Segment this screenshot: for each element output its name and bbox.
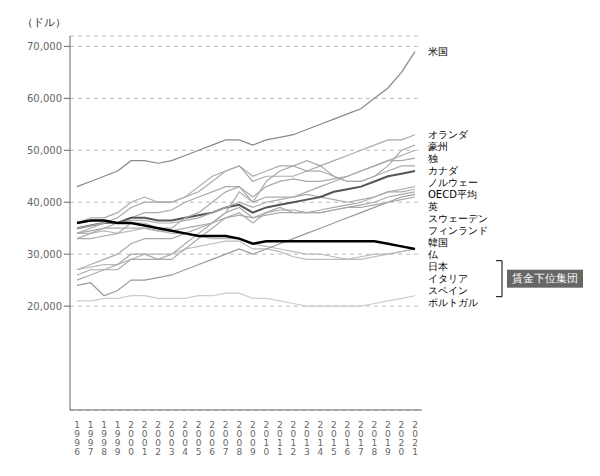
svg-text:2009: 2009	[250, 420, 256, 457]
svg-text:2015: 2015	[331, 420, 337, 457]
svg-text:2012: 2012	[290, 420, 296, 457]
svg-text:（ドル）: （ドル）	[22, 16, 66, 29]
svg-text:1999: 1999	[115, 420, 121, 457]
svg-text:イタリア: イタリア	[428, 273, 468, 284]
svg-text:オランダ: オランダ	[428, 129, 469, 140]
svg-text:豪州: 豪州	[428, 141, 448, 152]
svg-text:賃金下位集団: 賃金下位集団	[512, 272, 578, 285]
svg-text:英: 英	[428, 201, 438, 212]
svg-text:2005: 2005	[196, 420, 202, 457]
svg-text:1996: 1996	[74, 420, 80, 457]
svg-text:2008: 2008	[236, 420, 242, 457]
svg-text:20,000: 20,000	[27, 301, 62, 312]
svg-text:日本: 日本	[428, 261, 448, 272]
svg-text:2021: 2021	[412, 420, 418, 457]
svg-text:2003: 2003	[169, 420, 175, 457]
svg-text:2010: 2010	[263, 420, 269, 457]
svg-text:2007: 2007	[223, 420, 229, 457]
svg-text:仏: 仏	[427, 249, 439, 260]
svg-text:ポルトガル: ポルトガル	[428, 297, 478, 308]
svg-text:OECD平均: OECD平均	[428, 189, 477, 200]
svg-text:2006: 2006	[209, 420, 215, 457]
svg-text:2011: 2011	[277, 420, 283, 457]
svg-text:2017: 2017	[358, 420, 364, 457]
svg-text:2016: 2016	[345, 420, 351, 457]
svg-text:韓国: 韓国	[428, 237, 448, 248]
svg-text:60,000: 60,000	[27, 93, 62, 104]
svg-text:米国: 米国	[428, 46, 448, 57]
svg-text:70,000: 70,000	[27, 41, 62, 52]
svg-text:独: 独	[428, 153, 438, 164]
svg-text:スウェーデン: スウェーデン	[428, 213, 488, 224]
svg-text:2004: 2004	[182, 420, 188, 457]
svg-text:30,000: 30,000	[27, 249, 62, 260]
svg-text:カナダ: カナダ	[428, 165, 459, 176]
svg-text:2014: 2014	[317, 420, 323, 457]
svg-text:2020: 2020	[399, 420, 405, 457]
svg-text:40,000: 40,000	[27, 197, 62, 208]
svg-text:2013: 2013	[304, 420, 310, 457]
svg-text:2001: 2001	[142, 420, 148, 457]
svg-text:スペイン: スペイン	[428, 285, 468, 296]
svg-text:1997: 1997	[88, 420, 94, 457]
svg-text:2018: 2018	[372, 420, 378, 457]
svg-text:50,000: 50,000	[27, 145, 62, 156]
svg-text:1998: 1998	[101, 420, 107, 457]
svg-text:2002: 2002	[155, 420, 161, 457]
svg-text:2019: 2019	[385, 420, 391, 457]
svg-text:フィンランド: フィンランド	[428, 225, 488, 236]
svg-text:2000: 2000	[128, 420, 134, 457]
svg-text:ノルウェー: ノルウェー	[428, 177, 478, 188]
